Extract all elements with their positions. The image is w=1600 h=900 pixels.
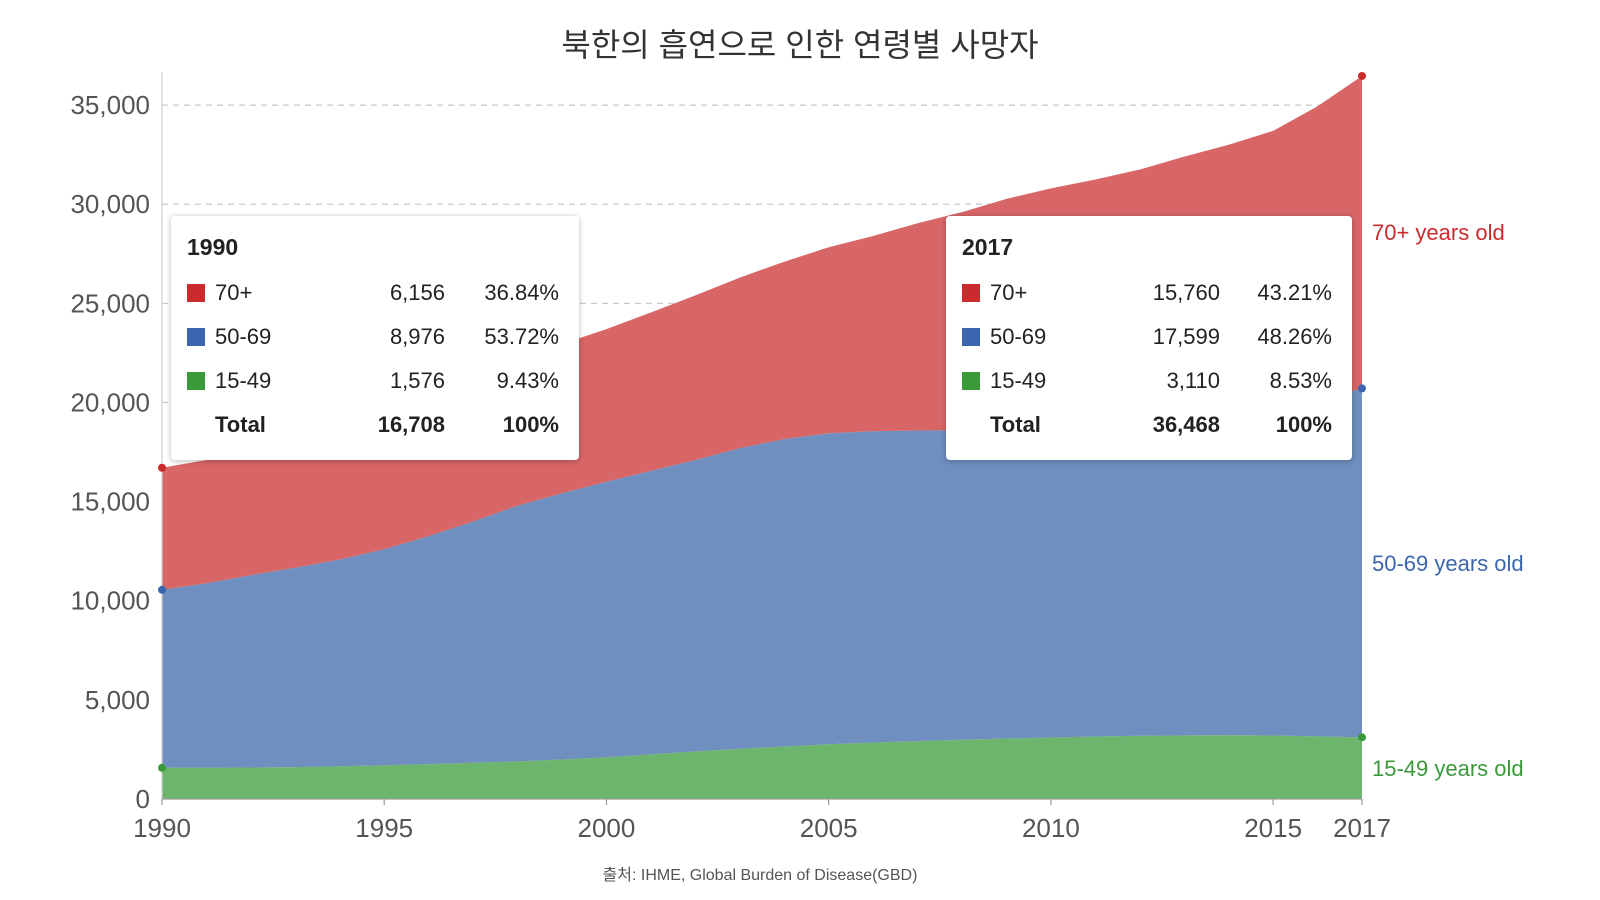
area-15-49 [162, 735, 1362, 799]
row-label: 70+ [215, 280, 253, 305]
row-label: 70+ [990, 280, 1028, 305]
y-tick-label: 20,000 [70, 387, 150, 417]
series-labels: 15-49 years old 50-69 years old 70+ years … [1372, 220, 1524, 781]
row-value: 3,110 [1166, 368, 1220, 393]
tooltip-year: 1990 [187, 234, 239, 260]
total-label: Total [215, 412, 266, 437]
swatch-50-69 [962, 328, 980, 346]
marker-50-69 [1358, 384, 1366, 393]
row-value: 8,976 [389, 324, 445, 349]
tooltip-row-50-69: 50-69 8,976 53.72% [187, 315, 559, 359]
series-label-15-49: 15-49 years old [1372, 756, 1524, 781]
marker-50-69 [158, 585, 166, 594]
y-tick-label: 0 [136, 784, 150, 814]
row-pct: 43.21% [1257, 280, 1332, 305]
x-tick-label: 1995 [355, 813, 413, 843]
end-markers [158, 71, 1366, 772]
y-tick-label: 25,000 [70, 288, 150, 318]
area-50-69 [162, 388, 1362, 768]
marker-15-49 [1358, 733, 1366, 742]
tooltip-year: 2017 [962, 234, 1014, 260]
x-tick-label: 2000 [578, 813, 636, 843]
y-tick-label: 10,000 [70, 586, 150, 616]
row-value: 15,760 [1152, 280, 1220, 305]
series-label-70+: 70+ years old [1372, 220, 1505, 245]
series-label-50-69: 50-69 years old [1372, 551, 1524, 576]
swatch-15-49 [962, 372, 980, 390]
marker-70+ [1358, 71, 1366, 80]
axes: 0 5,000 10,000 15,000 20,000 25,000 30,000 35,0… [70, 72, 1391, 843]
tooltip-row-70plus: 70+ 6,156 36.84% [187, 271, 559, 315]
stacked-areas [162, 75, 1362, 799]
row-label: 15-49 [215, 368, 272, 393]
x-tick-label: 2005 [800, 813, 858, 843]
source-note: 출처: IHME, Global Burden of Disease(GBD) [603, 866, 918, 884]
tooltip-row-15-49: 15-49 3,110 8.53% [962, 359, 1332, 403]
x-tick-label: 2015 [1244, 813, 1302, 843]
x-tick-label: 2010 [1022, 813, 1080, 843]
row-pct: 9.43% [496, 368, 559, 393]
swatch-15-49 [187, 372, 205, 390]
total-pct: 100% [1275, 412, 1332, 437]
row-value: 1,576 [389, 368, 445, 393]
row-value: 6,156 [389, 280, 445, 305]
row-label: 50-69 [215, 324, 272, 349]
tooltip-row-50-69: 50-69 17,599 48.26% [962, 315, 1332, 359]
tooltip-1990: 1990 70+ 6,156 36.84% 50-69 8,976 53.72%… [171, 216, 579, 460]
swatch-50-69 [187, 328, 205, 346]
total-pct: 100% [502, 412, 559, 437]
row-pct: 48.26% [1257, 324, 1332, 349]
tooltip-2017: 2017 70+ 15,760 43.21% 50-69 17,599 48.2… [946, 216, 1352, 460]
area-70+ [162, 75, 1362, 590]
marker-70+ [158, 463, 166, 472]
tooltip-row-15-49: 15-49 1,576 9.43% [187, 359, 559, 403]
swatch-70plus [187, 284, 205, 302]
y-tick-label: 15,000 [70, 487, 150, 517]
total-value: 36,468 [1152, 412, 1220, 437]
x-tick-label: 1990 [133, 813, 191, 843]
total-value: 16,708 [377, 412, 445, 437]
total-label: Total [990, 412, 1041, 437]
tooltip-row-total: Total 16,708 100% [187, 403, 559, 447]
row-label: 50-69 [990, 324, 1047, 349]
marker-15-49 [158, 763, 166, 772]
x-tick-label: 2017 [1333, 813, 1391, 843]
tooltip-row-70plus: 70+ 15,760 43.21% [962, 271, 1332, 315]
row-label: 15-49 [990, 368, 1047, 393]
swatch-70plus [962, 284, 980, 302]
row-pct: 36.84% [484, 280, 559, 305]
y-tick-label: 35,000 [70, 90, 150, 120]
y-tick-label: 30,000 [70, 189, 150, 219]
chart-title: 북한의 흡연으로 인한 연령별 사망자 [561, 27, 1038, 63]
y-tick-label: 5,000 [85, 685, 150, 715]
row-pct: 53.72% [484, 324, 559, 349]
tooltip-row-total: Total 36,468 100% [962, 403, 1332, 447]
row-pct: 8.53% [1269, 368, 1332, 393]
row-value: 17,599 [1152, 324, 1220, 349]
